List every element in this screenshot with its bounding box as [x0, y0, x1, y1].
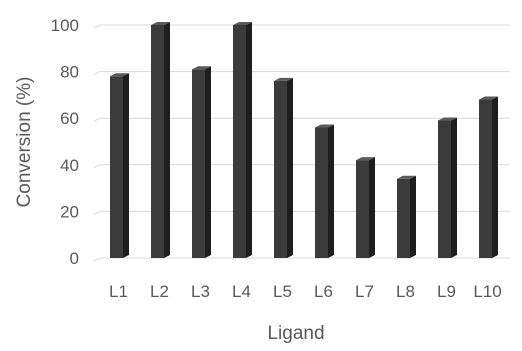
bar-side [246, 22, 252, 258]
bars [110, 22, 498, 259]
x-tick-label: L8 [396, 282, 415, 301]
bar-front [192, 69, 205, 259]
x-tick-label: L10 [473, 282, 501, 301]
y-tick-label: 20 [60, 202, 79, 221]
y-axis-title: Conversion (%) [14, 77, 35, 208]
bar-L1 [110, 73, 129, 258]
bar-front [233, 25, 246, 258]
bar-front [479, 99, 492, 258]
bar-top [110, 73, 129, 77]
x-tick-label: L2 [150, 282, 169, 301]
bar-front [110, 76, 123, 258]
bar-top [397, 175, 416, 179]
bar-top [479, 96, 498, 100]
bar-L6 [315, 124, 334, 259]
y-axis-ticks: 0 20 40 60 80 100 [51, 16, 79, 268]
bar-front [438, 120, 451, 258]
bar-top [274, 77, 293, 81]
bar-top [438, 117, 457, 121]
x-axis-ticks: L1 L2 L3 L4 L5 L6 L7 L8 L9 L10 [109, 282, 502, 301]
gridline-depth [93, 24, 101, 29]
bar-L9 [438, 117, 457, 258]
bar-side [164, 22, 170, 258]
bar-L7 [356, 157, 375, 258]
x-tick-label: L9 [437, 282, 456, 301]
bar-top [356, 157, 375, 161]
gridline-depth [93, 117, 101, 122]
bar-top [151, 22, 170, 25]
y-tick-label: 80 [60, 63, 79, 82]
bar-L3 [192, 66, 211, 259]
gridline-depth [93, 210, 101, 215]
bar-front [274, 80, 287, 258]
bar-L5 [274, 77, 293, 258]
bar-side [123, 73, 129, 258]
bar-side [205, 66, 211, 259]
bar-front [356, 160, 369, 258]
bar-side [369, 157, 375, 258]
bar-L8 [397, 175, 416, 258]
bar-side [287, 77, 293, 258]
bar-front [397, 178, 410, 258]
bar-L4 [233, 22, 252, 258]
gridline-depth [93, 71, 101, 76]
x-tick-label: L6 [314, 282, 333, 301]
y-tick-label: 0 [70, 249, 79, 268]
bar-front [151, 25, 164, 258]
y-tick-label: 100 [51, 16, 79, 35]
y-tick-label: 60 [60, 109, 79, 128]
bar-side [410, 175, 416, 258]
gridline-depth [93, 257, 101, 262]
gridline-depth [93, 164, 101, 169]
x-tick-label: L7 [355, 282, 374, 301]
bar-top [233, 22, 252, 25]
bar-side [328, 124, 334, 259]
x-tick-label: L5 [273, 282, 292, 301]
x-tick-label: L3 [191, 282, 210, 301]
x-axis-title: Ligand [267, 323, 324, 344]
bar-L10 [479, 96, 498, 258]
bar-L2 [151, 22, 170, 258]
bar-side [492, 96, 498, 258]
x-tick-label: L1 [109, 282, 128, 301]
y-tick-label: 40 [60, 156, 79, 175]
bar-top [192, 66, 211, 70]
bar-top [315, 124, 334, 128]
x-tick-label: L4 [232, 282, 251, 301]
bar-front [315, 127, 328, 259]
bar-side [451, 117, 457, 258]
